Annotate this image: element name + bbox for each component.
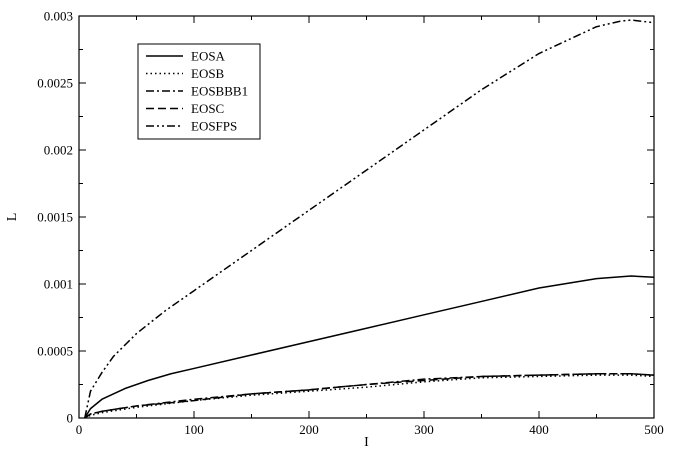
y-tick-label: 0 [67,411,74,426]
y-tick-label: 0.002 [44,143,73,158]
legend-label: EOSB [191,66,225,81]
y-tick-label: 0.001 [44,277,73,292]
x-tick-label: 0 [76,422,83,437]
legend-label: EOSFPS [191,119,237,134]
series-line-eosfps [84,19,655,419]
x-tick-label: 500 [644,422,664,437]
y-tick-label: 0.0025 [37,76,73,91]
series-line-eosc [84,373,655,419]
x-tick-label: 300 [414,422,434,437]
series-line-eosb [84,374,655,419]
legend-label: EOSC [191,101,224,116]
tick-labels: 0 100 200 300 400 500 0 0.0005 0.001 0.0015 0.002 0… [37,9,664,438]
x-tick-label: 400 [529,422,549,437]
y-axis-title: L [5,213,20,222]
legend-label: EOSA [191,49,226,64]
legend-label: EOSBBB1 [191,84,248,99]
y-tick-label: 0.0015 [37,210,73,225]
y-tick-label: 0.003 [44,9,73,24]
x-axis-title: I [364,435,369,450]
legend: EOSA EOSB EOSBBB1 EOSC EOSFPS [137,43,261,140]
plot-frame [78,15,655,419]
series-line-eosa [84,275,655,419]
series-lines [84,19,655,419]
x-tick-label: 200 [299,422,319,437]
y-tick-label: 0.0005 [37,344,73,359]
series-line-eosbbb1 [84,373,655,419]
x-tick-label: 100 [184,422,204,437]
